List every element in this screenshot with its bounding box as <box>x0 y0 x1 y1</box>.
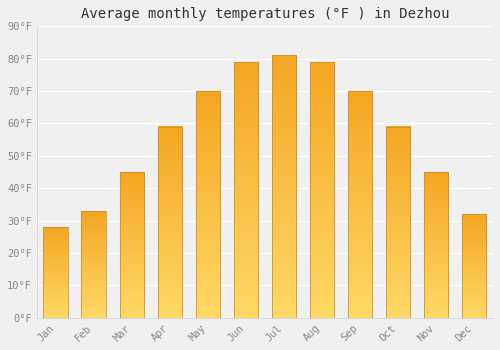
Bar <box>348 91 372 318</box>
Bar <box>44 227 68 318</box>
Bar <box>386 127 410 318</box>
Bar <box>462 214 486 318</box>
Bar <box>272 55 296 318</box>
Bar <box>120 172 144 318</box>
Bar <box>310 62 334 318</box>
Bar <box>82 211 106 318</box>
Bar <box>158 127 182 318</box>
Bar <box>234 62 258 318</box>
Bar <box>424 172 448 318</box>
Title: Average monthly temperatures (°F ) in Dezhou: Average monthly temperatures (°F ) in De… <box>80 7 449 21</box>
Bar <box>196 91 220 318</box>
